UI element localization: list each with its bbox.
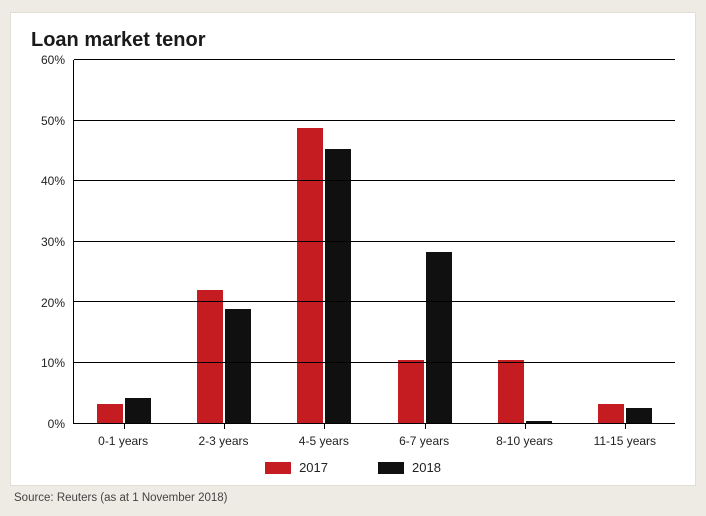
- gridline: [74, 59, 675, 60]
- plot-area: [73, 60, 675, 424]
- bar: [297, 128, 323, 423]
- legend-label: 2017: [299, 460, 328, 475]
- bar-pair: [74, 60, 174, 423]
- legend-item: 2017: [265, 460, 328, 475]
- bar: [225, 309, 251, 423]
- bar: [598, 404, 624, 423]
- gridline: [74, 120, 675, 121]
- bar: [498, 360, 524, 423]
- legend-label: 2018: [412, 460, 441, 475]
- x-tick: [525, 423, 526, 429]
- bar-pair: [475, 60, 575, 423]
- bar-group: [375, 60, 475, 423]
- x-tick-label: 0-1 years: [73, 434, 173, 448]
- bar: [125, 398, 151, 423]
- y-axis-labels: 0%10%20%30%40%50%60%: [29, 60, 71, 424]
- x-axis-labels: 0-1 years2-3 years4-5 years6-7 years8-10…: [29, 434, 677, 448]
- bar-group: [74, 60, 174, 423]
- bar-groups: [74, 60, 675, 423]
- bar-group: [174, 60, 274, 423]
- gridline: [74, 301, 675, 302]
- legend-swatch: [378, 462, 404, 474]
- legend-item: 2018: [378, 460, 441, 475]
- x-tick-label: 4-5 years: [274, 434, 374, 448]
- y-tick-label: 40%: [41, 174, 65, 188]
- bar-pair: [375, 60, 475, 423]
- bar: [197, 290, 223, 423]
- bar: [325, 149, 351, 423]
- bar: [526, 421, 552, 423]
- legend: 2017 2018: [29, 460, 677, 475]
- bar-pair: [274, 60, 374, 423]
- x-tick-label: 8-10 years: [474, 434, 574, 448]
- gridline: [74, 180, 675, 181]
- chart-area: 0%10%20%30%40%50%60%: [29, 60, 677, 424]
- bar: [626, 408, 652, 423]
- x-tick: [124, 423, 125, 429]
- bar-pair: [575, 60, 675, 423]
- x-tick-label: 6-7 years: [374, 434, 474, 448]
- x-tick: [224, 423, 225, 429]
- gridline: [74, 241, 675, 242]
- x-tick-label: 11-15 years: [575, 434, 675, 448]
- source-note: Source: Reuters (as at 1 November 2018): [14, 492, 696, 504]
- y-tick-label: 30%: [41, 235, 65, 249]
- y-tick-label: 10%: [41, 356, 65, 370]
- bar: [426, 252, 452, 423]
- x-tick: [425, 423, 426, 429]
- bar-group: [274, 60, 374, 423]
- x-tick: [324, 423, 325, 429]
- y-tick-label: 0%: [48, 417, 65, 431]
- y-tick-label: 20%: [41, 296, 65, 310]
- page-background: Loan market tenor 0% 10% 20% 30% 40% 50% 60% 0…: [0, 0, 706, 516]
- bar: [97, 404, 123, 423]
- gridline: [74, 362, 675, 363]
- y-tick-label: 50%: [41, 114, 65, 128]
- y-tick-label: 60%: [41, 53, 65, 67]
- chart-title: Loan market tenor: [31, 29, 677, 52]
- x-tick: [625, 423, 626, 429]
- bar: [398, 360, 424, 423]
- x-tick-label: 2-3 years: [173, 434, 273, 448]
- bar-pair: [174, 60, 274, 423]
- bar-group: [475, 60, 575, 423]
- legend-swatch: [265, 462, 291, 474]
- chart-card: Loan market tenor 0% 10% 20% 30% 40% 50% 60% 0…: [10, 12, 696, 486]
- bar-group: [575, 60, 675, 423]
